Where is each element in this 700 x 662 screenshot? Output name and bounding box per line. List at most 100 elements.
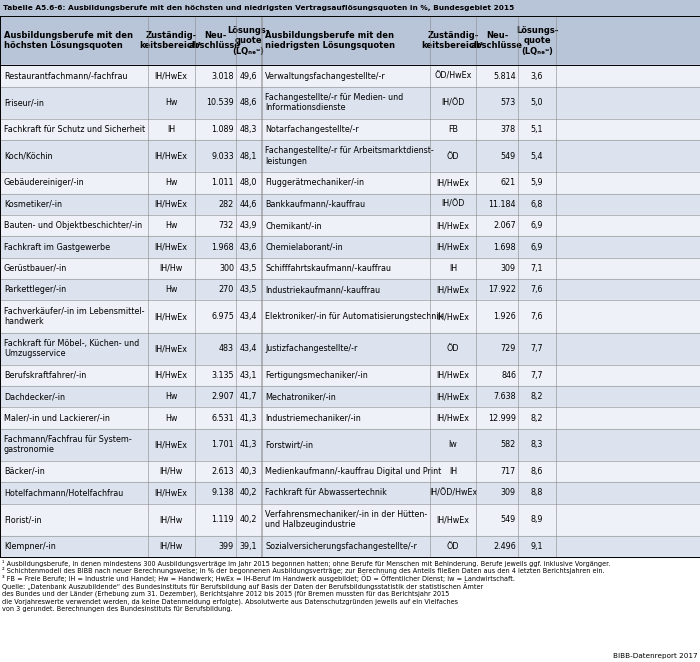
Text: Verwaltungsfachangestellte/-r: Verwaltungsfachangestellte/-r xyxy=(265,71,386,81)
Text: IH/HwEx: IH/HwEx xyxy=(437,285,470,295)
Text: 2.907: 2.907 xyxy=(211,392,234,401)
Text: IH/HwEx: IH/HwEx xyxy=(155,489,188,497)
Text: Hw: Hw xyxy=(164,285,177,295)
Text: Gerüstbauer/-in: Gerüstbauer/-in xyxy=(4,264,67,273)
Text: Industriekaufmann/-kauffrau: Industriekaufmann/-kauffrau xyxy=(265,285,380,295)
Text: Zuständig-
keitsbereich¹: Zuständig- keitsbereich¹ xyxy=(421,31,484,50)
Text: IH/Hw: IH/Hw xyxy=(160,467,183,476)
Text: Sozialversicherungsfachangestellte/-r: Sozialversicherungsfachangestellte/-r xyxy=(265,542,417,551)
Text: 9.138: 9.138 xyxy=(211,489,234,497)
Text: Florist/-in: Florist/-in xyxy=(4,515,41,524)
Text: 5,1: 5,1 xyxy=(531,125,543,134)
Bar xyxy=(0,258,261,279)
Text: 40,2: 40,2 xyxy=(239,489,257,497)
Text: Dachdecker/-in: Dachdecker/-in xyxy=(4,392,65,401)
Text: Verfahrensmechaniker/-in in der Hütten-
und Halbzeugindustrie: Verfahrensmechaniker/-in in der Hütten- … xyxy=(265,510,427,530)
Text: Zuständig-
keitsbereich¹: Zuständig- keitsbereich¹ xyxy=(140,31,202,50)
Text: IH/HwEx: IH/HwEx xyxy=(437,178,470,187)
Text: 49,6: 49,6 xyxy=(239,71,257,81)
Text: 732: 732 xyxy=(218,221,234,230)
Text: IH/HwEx: IH/HwEx xyxy=(155,242,188,252)
Text: Tabelle A5.6-6: Ausbildungsberufe mit den höchsten und niedrigsten Vertragsauflö: Tabelle A5.6-6: Ausbildungsberufe mit de… xyxy=(3,5,514,11)
Bar xyxy=(262,536,700,557)
Bar xyxy=(262,461,700,482)
Text: Elektroniker/-in für Automatisierungstechnik: Elektroniker/-in für Automatisierungstec… xyxy=(265,312,443,321)
Text: 378: 378 xyxy=(501,125,516,134)
Text: IH/HwEx: IH/HwEx xyxy=(155,152,188,161)
Text: 9,1: 9,1 xyxy=(531,542,543,551)
Text: Restaurantfachmann/-fachfrau: Restaurantfachmann/-fachfrau xyxy=(4,71,127,81)
Text: IH/HwEx: IH/HwEx xyxy=(155,71,188,81)
Text: Quelle: „Datenbank Auszubildende“ des Bundesinstituts für Berufsbildung auf Basi: Quelle: „Datenbank Auszubildende“ des Bu… xyxy=(2,582,483,612)
Text: 1.698: 1.698 xyxy=(494,242,516,252)
Text: IH/HwEx: IH/HwEx xyxy=(437,312,470,321)
Text: 12.999: 12.999 xyxy=(488,414,516,422)
Text: Hw: Hw xyxy=(164,98,177,107)
Text: 3.135: 3.135 xyxy=(211,371,234,380)
Text: 6.531: 6.531 xyxy=(211,414,234,422)
Bar xyxy=(0,118,261,140)
Text: 282: 282 xyxy=(218,200,234,209)
Text: 11.184: 11.184 xyxy=(489,200,516,209)
Text: IH/HwEx: IH/HwEx xyxy=(155,440,188,449)
Text: 7,7: 7,7 xyxy=(531,344,543,353)
Text: 43,9: 43,9 xyxy=(239,221,257,230)
Bar xyxy=(0,193,261,215)
Text: 717: 717 xyxy=(500,467,516,476)
Text: Hw: Hw xyxy=(164,178,177,187)
Text: Koch/Köchin: Koch/Köchin xyxy=(4,152,52,161)
Bar xyxy=(262,365,700,386)
Text: Lösungs-
quote
(LQₙₑᵘ): Lösungs- quote (LQₙₑᵘ) xyxy=(227,26,270,56)
Text: BIBB-Datenreport 2017: BIBB-Datenreport 2017 xyxy=(613,653,698,659)
Text: 43,4: 43,4 xyxy=(239,344,257,353)
Text: 399: 399 xyxy=(218,542,234,551)
Text: Fachangestellte/-r für Arbeitsmarktdienst-
leistungen: Fachangestellte/-r für Arbeitsmarktdiens… xyxy=(265,146,434,166)
Text: 549: 549 xyxy=(500,152,516,161)
Text: 40,2: 40,2 xyxy=(239,515,257,524)
Text: 41,7: 41,7 xyxy=(239,392,257,401)
Text: 5,4: 5,4 xyxy=(531,152,543,161)
Text: ¹ Ausbildungsberufe, in denen mindestens 300 Ausbildungsverträge im Jahr 2015 be: ¹ Ausbildungsberufe, in denen mindestens… xyxy=(2,560,610,567)
Bar xyxy=(262,66,700,87)
Text: IH/HwEx: IH/HwEx xyxy=(437,371,470,380)
Bar xyxy=(0,482,261,504)
Text: 44,6: 44,6 xyxy=(239,200,257,209)
Text: Ausbildungsberufe mit den
niedrigsten Lösungsquoten: Ausbildungsberufe mit den niedrigsten Lö… xyxy=(265,31,395,50)
Text: 43,5: 43,5 xyxy=(239,285,257,295)
Bar xyxy=(0,536,261,557)
Text: 5,9: 5,9 xyxy=(531,178,543,187)
Text: Hw: Hw xyxy=(164,221,177,230)
Bar xyxy=(0,66,261,87)
Text: 43,4: 43,4 xyxy=(239,312,257,321)
Text: 1.701: 1.701 xyxy=(211,440,234,449)
Bar xyxy=(262,236,700,258)
Text: 48,1: 48,1 xyxy=(239,152,257,161)
Text: FB: FB xyxy=(448,125,458,134)
Bar xyxy=(262,16,700,66)
Bar xyxy=(0,386,261,407)
Text: Bauten- und Objektbeschichter/-in: Bauten- und Objektbeschichter/-in xyxy=(4,221,142,230)
Bar xyxy=(262,118,700,140)
Text: 2.613: 2.613 xyxy=(211,467,234,476)
Text: Fachverkäufer/-in im Lebensmittel-
handwerk: Fachverkäufer/-in im Lebensmittel- handw… xyxy=(4,307,144,326)
Bar xyxy=(262,193,700,215)
Text: ² Schichtenmodell des BIBB nach neuer Berechnungsweise; in % der begonnenen Ausb: ² Schichtenmodell des BIBB nach neuer Be… xyxy=(2,567,605,575)
Bar xyxy=(262,504,700,536)
Text: 41,3: 41,3 xyxy=(239,440,257,449)
Text: 43,6: 43,6 xyxy=(239,242,257,252)
Text: IH/HwEx: IH/HwEx xyxy=(155,344,188,353)
Text: 6,9: 6,9 xyxy=(531,221,543,230)
Text: 8,3: 8,3 xyxy=(531,440,543,449)
Text: 582: 582 xyxy=(500,440,516,449)
Text: 17.922: 17.922 xyxy=(488,285,516,295)
Text: IH/HwEx: IH/HwEx xyxy=(437,221,470,230)
Bar xyxy=(0,279,261,301)
Text: 8,8: 8,8 xyxy=(531,489,543,497)
Bar xyxy=(262,87,700,118)
Text: 3,6: 3,6 xyxy=(531,71,543,81)
Bar xyxy=(0,407,261,429)
Text: 3.018: 3.018 xyxy=(211,71,234,81)
Text: 1.968: 1.968 xyxy=(211,242,234,252)
Bar xyxy=(0,172,261,193)
Text: ³ FB = Freie Berufe; IH = Industrie und Handel; Hw = Handwerk; HwEx = IH-Beruf i: ³ FB = Freie Berufe; IH = Industrie und … xyxy=(2,575,515,583)
